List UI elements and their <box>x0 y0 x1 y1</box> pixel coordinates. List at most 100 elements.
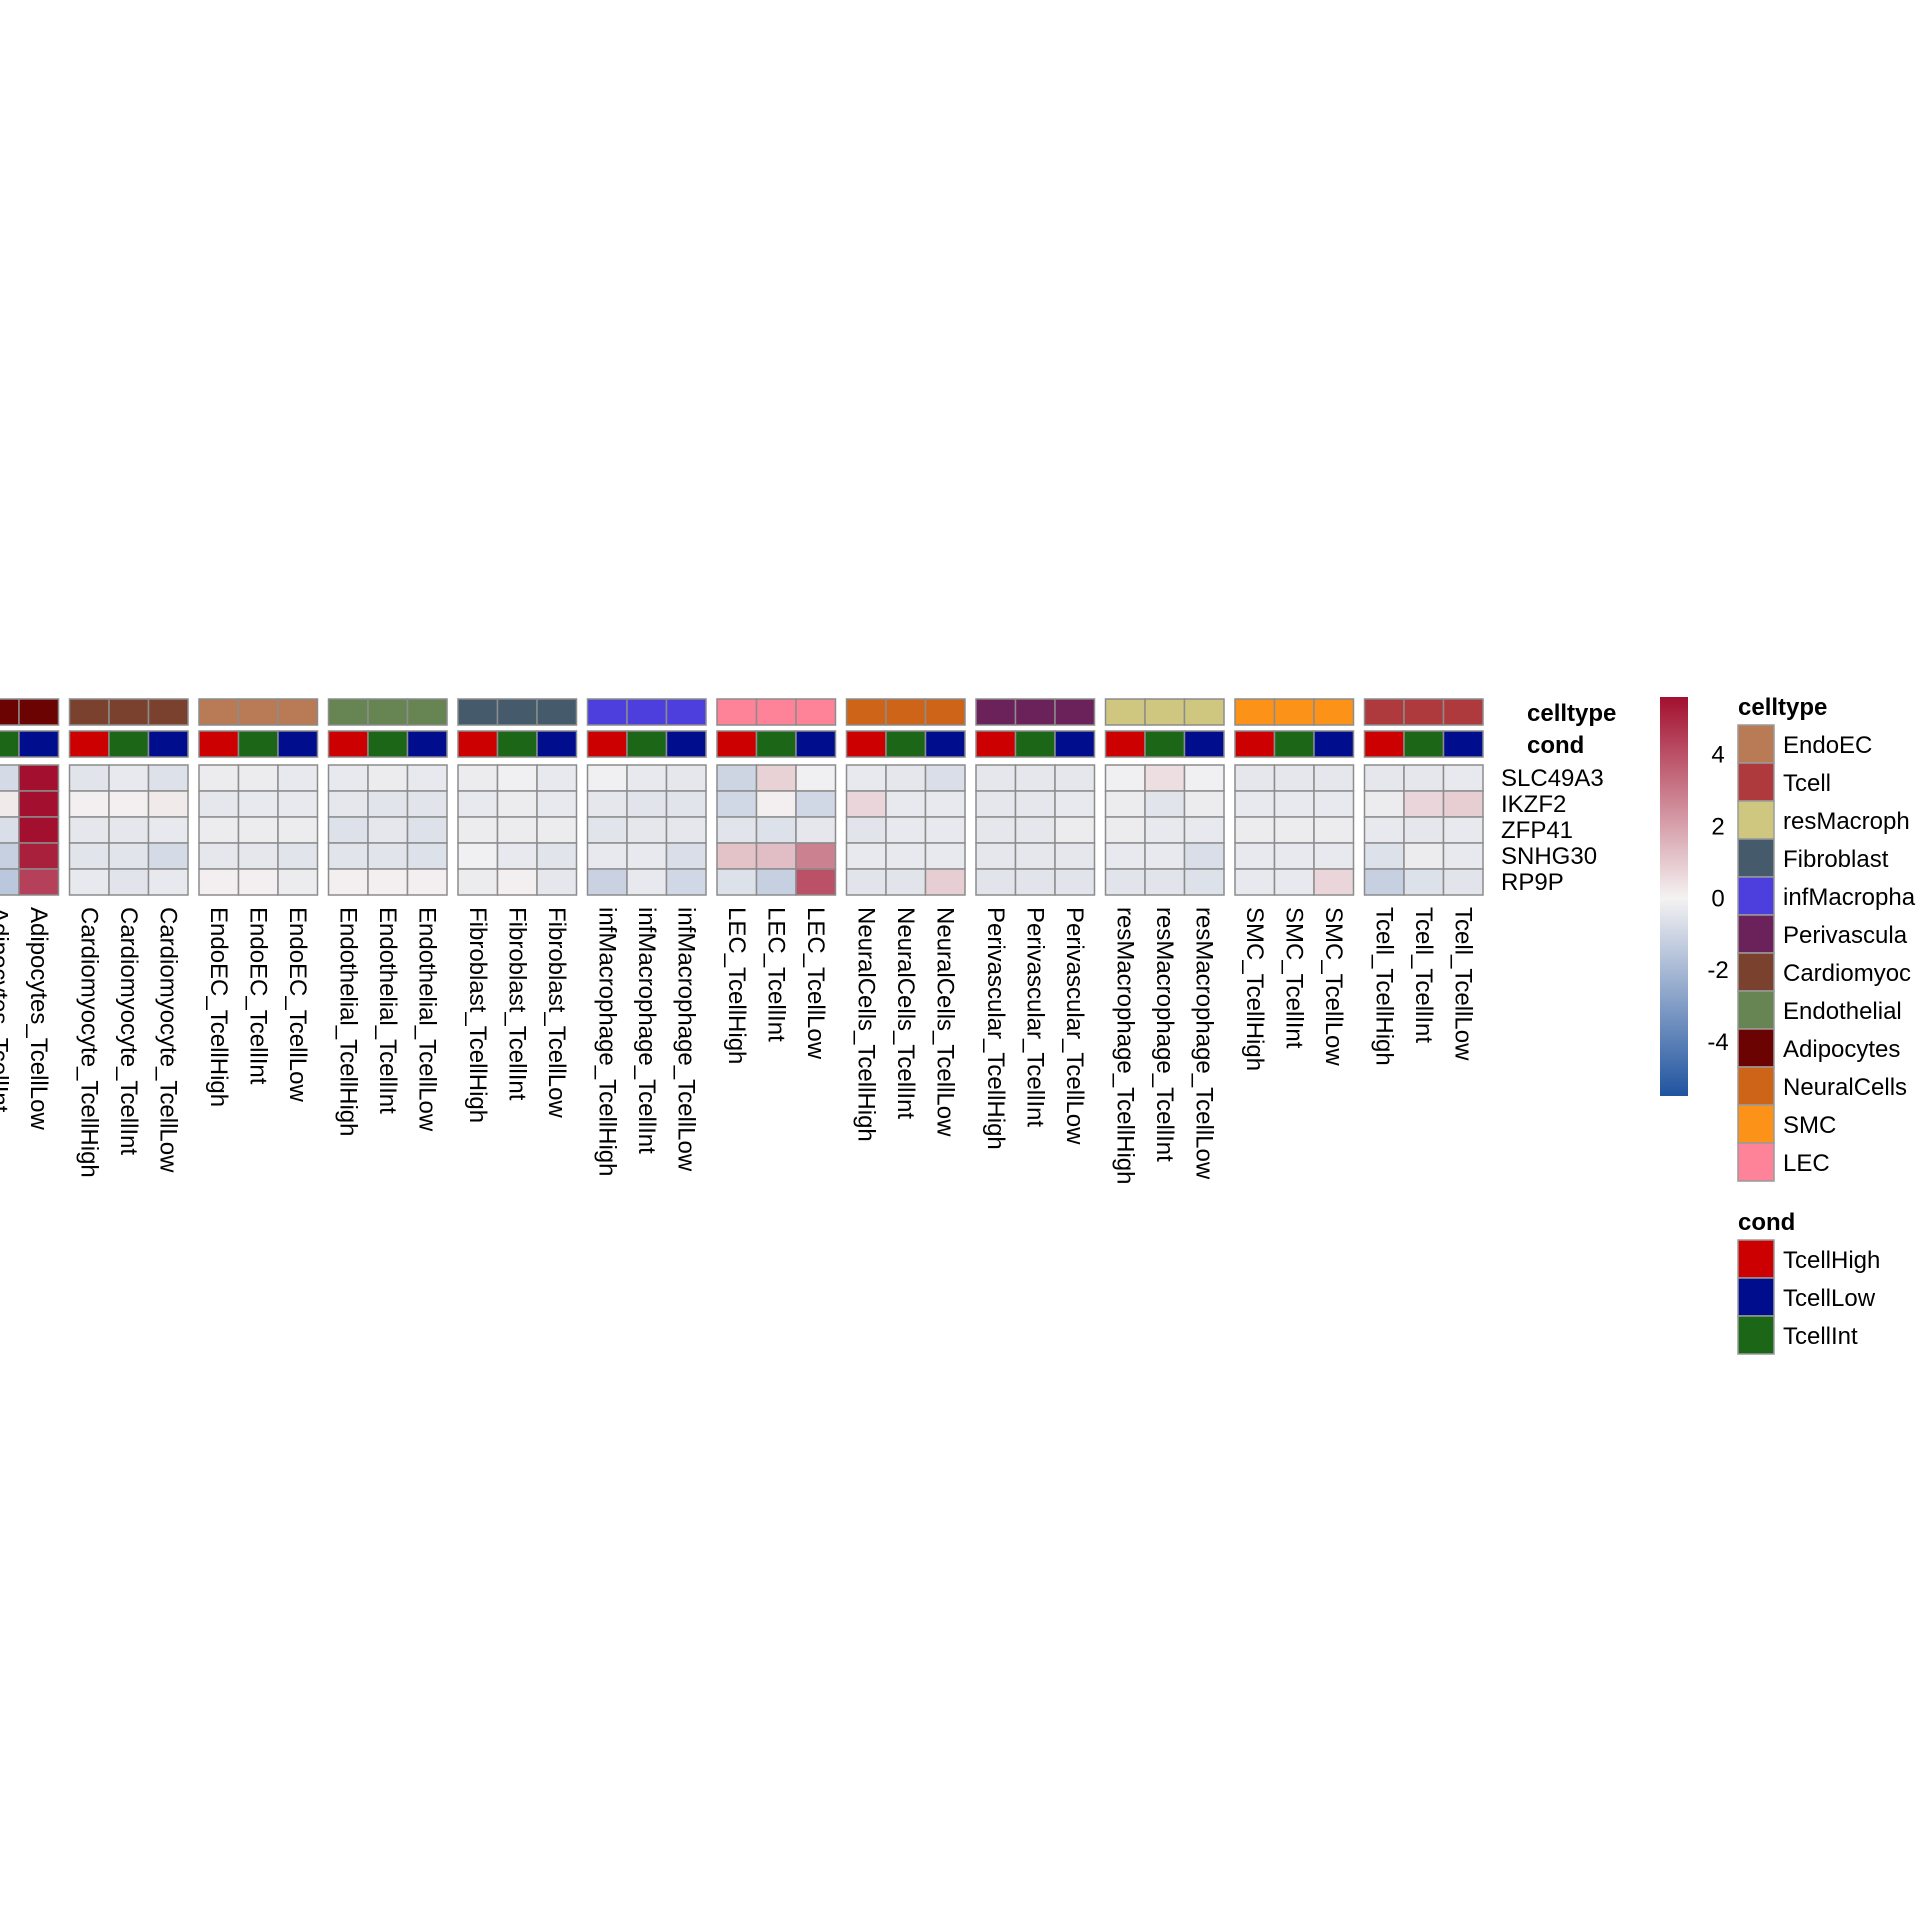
cell-zfp41-lec-tcellhigh <box>716 816 758 844</box>
celltype-annot-fibroblast-tcellhigh <box>457 698 499 726</box>
cell-slc49a3-neuralcells-tcellhigh <box>845 764 887 792</box>
cell-rp9p-lec-tcelllow <box>795 868 837 896</box>
cell-slc49a3-smc-tcellint <box>1273 764 1315 792</box>
col-label-lec-tcelllow: LEC_TcellLow <box>802 907 829 1060</box>
cond-annot-infmacrophage-tcellint <box>626 730 668 758</box>
cell-slc49a3-infmacrophage-tcellhigh <box>586 764 628 792</box>
cell-slc49a3-lec-tcelllow <box>795 764 837 792</box>
cell-ikzf2-tcell-tcellhigh <box>1363 790 1405 818</box>
col-label-neuralcells-tcellhigh: NeuralCells_TcellHigh <box>852 907 879 1142</box>
legend-cond-swatch-tcellhigh <box>1737 1239 1775 1279</box>
row-label-rp9p: RP9P <box>1501 869 1564 896</box>
cell-rp9p-adipocytes-tcellint <box>0 868 20 896</box>
col-label-tcell-tcellint: Tcell_TcellInt <box>1410 907 1437 1043</box>
cell-slc49a3-fibroblast-tcellint <box>496 764 538 792</box>
col-label-infmacrophage-tcellhigh: infMacrophage_TcellHigh <box>593 907 620 1176</box>
col-label-endoec-tcellhigh: EndoEC_TcellHigh <box>205 907 232 1107</box>
cell-zfp41-lec-tcelllow <box>795 816 837 844</box>
cell-slc49a3-tcell-tcellint <box>1403 764 1445 792</box>
cell-rp9p-neuralcells-tcellhigh <box>845 868 887 896</box>
legend-celltype-label-neuralcells: NeuralCells <box>1783 1074 1907 1101</box>
cell-snhg30-perivascular-tcellint <box>1014 842 1056 870</box>
cell-snhg30-cardiomyocyte-tcelllow <box>147 842 189 870</box>
cond-annot-smc-tcellint <box>1273 730 1315 758</box>
legend-celltype-swatch-perivascula <box>1737 914 1775 954</box>
celltype-annot-lec-tcellint <box>755 698 797 726</box>
cell-rp9p-perivascular-tcelllow <box>1054 868 1096 896</box>
cond-annot-smc-tcellhigh <box>1234 730 1276 758</box>
cell-ikzf2-fibroblast-tcellhigh <box>457 790 499 818</box>
cell-snhg30-cardiomyocyte-tcellhigh <box>68 842 110 870</box>
cell-snhg30-fibroblast-tcellint <box>496 842 538 870</box>
cell-slc49a3-resmacrophage-tcellhigh <box>1104 764 1146 792</box>
col-label-cardiomyocyte-tcellhigh: Cardiomyocyte_TcellHigh <box>75 907 102 1178</box>
cell-slc49a3-perivascular-tcelllow <box>1054 764 1096 792</box>
scale-tick-2: -2 <box>1707 957 1728 984</box>
col-label-smc-tcellint: SMC_TcellInt <box>1280 907 1307 1049</box>
celltype-annot-endoec-tcellint <box>237 698 279 726</box>
col-label-smc-tcelllow: SMC_TcellLow <box>1320 907 1347 1066</box>
cell-slc49a3-perivascular-tcellint <box>1014 764 1056 792</box>
cell-zfp41-fibroblast-tcellint <box>496 816 538 844</box>
cell-rp9p-tcell-tcellhigh <box>1363 868 1405 896</box>
cond-annot-cardiomyocyte-tcellhigh <box>68 730 110 758</box>
cell-ikzf2-lec-tcellhigh <box>716 790 758 818</box>
cell-snhg30-fibroblast-tcellhigh <box>457 842 499 870</box>
cell-zfp41-endothelial-tcellint <box>367 816 409 844</box>
cell-slc49a3-resmacrophage-tcelllow <box>1183 764 1225 792</box>
cell-zfp41-neuralcells-tcellint <box>885 816 927 844</box>
cell-zfp41-resmacrophage-tcellhigh <box>1104 816 1146 844</box>
legend-cond-label-tcelllow: TcellLow <box>1783 1285 1876 1312</box>
cell-rp9p-resmacrophage-tcellint <box>1144 868 1186 896</box>
cell-slc49a3-fibroblast-tcellhigh <box>457 764 499 792</box>
legend-celltype-swatch-infmacropha <box>1737 876 1775 916</box>
celltype-annot-perivascular-tcellhigh <box>975 698 1017 726</box>
cell-ikzf2-lec-tcellint <box>755 790 797 818</box>
cell-rp9p-tcell-tcelllow <box>1442 868 1484 896</box>
legend-celltype-swatch-fibroblast <box>1737 838 1775 878</box>
cell-ikzf2-endothelial-tcellint <box>367 790 409 818</box>
cond-annot-fibroblast-tcellhigh <box>457 730 499 758</box>
cell-zfp41-neuralcells-tcelllow <box>924 816 966 844</box>
cell-snhg30-lec-tcellint <box>755 842 797 870</box>
cell-ikzf2-endoec-tcelllow <box>277 790 319 818</box>
legend-celltype-label-endoec: EndoEC <box>1783 732 1872 759</box>
legend-celltype-swatch-neuralcells <box>1737 1066 1775 1106</box>
scale-tick-0: 0 <box>1711 885 1724 912</box>
cell-slc49a3-endoec-tcellhigh <box>198 764 240 792</box>
cell-snhg30-tcell-tcellhigh <box>1363 842 1405 870</box>
celltype-annot-smc-tcelllow <box>1313 698 1355 726</box>
cell-snhg30-endothelial-tcellhigh <box>327 842 369 870</box>
cell-zfp41-lec-tcellint <box>755 816 797 844</box>
cell-zfp41-perivascular-tcelllow <box>1054 816 1096 844</box>
celltype-annot-infmacrophage-tcelllow <box>665 698 707 726</box>
cond-annot-lec-tcellint <box>755 730 797 758</box>
row-label-ikzf2: IKZF2 <box>1501 791 1566 818</box>
celltype-annot-adipocytes-tcelllow <box>18 698 60 726</box>
celltype-annot-neuralcells-tcellint <box>885 698 927 726</box>
celltype-annot-neuralcells-tcelllow <box>924 698 966 726</box>
legend-cond: TcellHigh TcellLow TcellInt <box>1737 1239 1880 1355</box>
cell-rp9p-infmacrophage-tcelllow <box>665 868 707 896</box>
celltype-annot-neuralcells-tcellhigh <box>845 698 887 726</box>
cell-snhg30-tcell-tcelllow <box>1442 842 1484 870</box>
cell-ikzf2-resmacrophage-tcelllow <box>1183 790 1225 818</box>
cell-slc49a3-adipocytes-tcelllow <box>18 764 60 792</box>
cell-rp9p-cardiomyocyte-tcellint <box>108 868 150 896</box>
celltype-annot-infmacrophage-tcellhigh <box>586 698 628 726</box>
celltype-annot-adipocytes-tcellint <box>0 698 20 726</box>
celltype-annot-fibroblast-tcelllow <box>536 698 578 726</box>
cond-annot-lec-tcellhigh <box>716 730 758 758</box>
legend-celltype-swatch-tcell <box>1737 762 1775 802</box>
cell-zfp41-cardiomyocyte-tcelllow <box>147 816 189 844</box>
cell-ikzf2-infmacrophage-tcelllow <box>665 790 707 818</box>
cell-ikzf2-perivascular-tcelllow <box>1054 790 1096 818</box>
cell-rp9p-smc-tcellint <box>1273 868 1315 896</box>
cond-annot-infmacrophage-tcellhigh <box>586 730 628 758</box>
cell-zfp41-cardiomyocyte-tcellint <box>108 816 150 844</box>
cell-snhg30-infmacrophage-tcellhigh <box>586 842 628 870</box>
legend-celltype-swatch-endothelial <box>1737 990 1775 1030</box>
col-label-fibroblast-tcellhigh: Fibroblast_TcellHigh <box>464 907 491 1123</box>
celltype-annot-cardiomyocyte-tcelllow <box>147 698 189 726</box>
